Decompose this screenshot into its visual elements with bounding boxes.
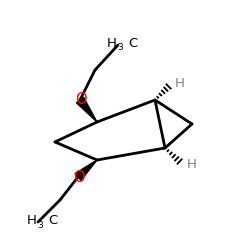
Text: H: H: [186, 158, 196, 171]
Text: C: C: [128, 37, 137, 50]
Text: O: O: [74, 170, 85, 184]
Text: 3: 3: [118, 44, 124, 52]
Text: H: H: [175, 77, 185, 90]
Polygon shape: [76, 97, 97, 122]
Text: H: H: [107, 37, 117, 50]
Polygon shape: [75, 160, 97, 180]
Text: H: H: [27, 214, 37, 227]
Text: O: O: [76, 92, 87, 108]
Text: 3: 3: [38, 220, 44, 230]
Text: C: C: [48, 214, 57, 227]
